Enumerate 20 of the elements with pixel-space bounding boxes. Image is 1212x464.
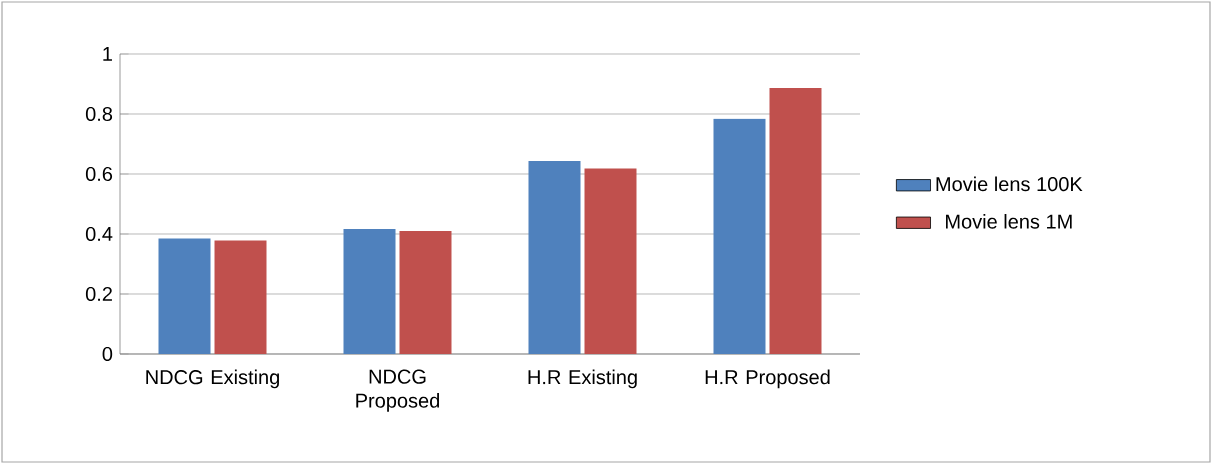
- x-tick-label: NDCG Proposed: [356, 369, 440, 412]
- bar: [769, 87, 822, 354]
- bar: [528, 161, 581, 354]
- x-tick-label: NDCG Existing: [146, 369, 279, 389]
- bar: [214, 240, 267, 354]
- legend-label: Movie lens 1M: [946, 213, 1072, 229]
- x-tick-label: H.R Existing: [528, 369, 637, 389]
- bar: [399, 230, 452, 354]
- y-tick-label: 0.8: [85, 106, 113, 122]
- y-tick-label: 0.6: [85, 166, 113, 182]
- bar: [343, 228, 396, 354]
- y-tick-label: 0: [102, 346, 113, 362]
- bar: [584, 168, 637, 354]
- bar: [713, 118, 766, 354]
- y-tick-label: 1: [103, 47, 112, 61]
- x-tick-label: H.R Proposed: [705, 369, 830, 389]
- y-tick-label: 0.2: [85, 286, 112, 302]
- y-tick-label: 0.4: [85, 226, 113, 242]
- bar: [158, 238, 211, 354]
- legend-label: Movie lens 100K: [936, 176, 1083, 192]
